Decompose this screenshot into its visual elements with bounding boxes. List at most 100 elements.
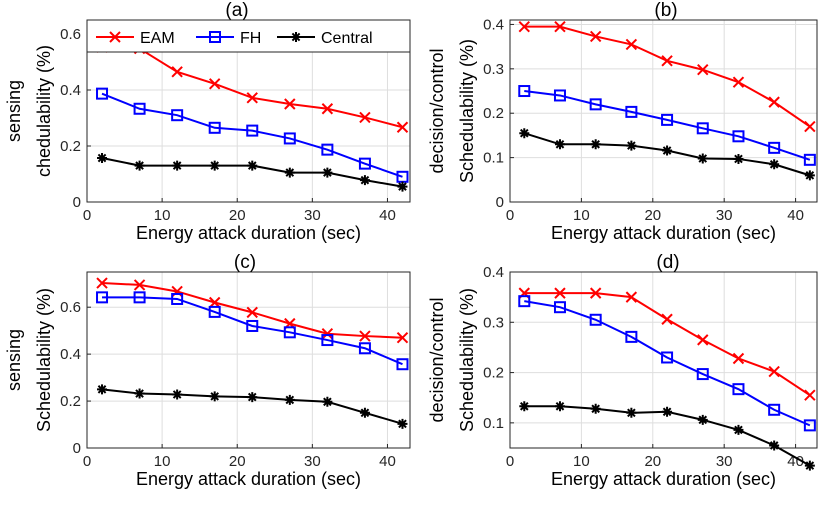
series-line-eam — [101, 282, 403, 339]
data-point-central — [804, 460, 815, 471]
data-point-eam — [359, 330, 371, 342]
series-line-eam — [524, 25, 811, 128]
subplot-title: (c) — [234, 252, 256, 273]
x-tick-label: 40 — [787, 453, 804, 470]
series-line-fh — [102, 296, 403, 366]
x-axis-label: Energy attack duration (sec) — [136, 469, 361, 489]
data-point-central — [209, 391, 220, 402]
x-tick-label: 10 — [573, 453, 590, 470]
series-line-eam — [101, 46, 403, 129]
data-point-eam — [661, 55, 673, 67]
y-tick-label: 0 — [73, 440, 81, 457]
subplot-title: (a) — [225, 0, 248, 21]
x-axis-label: Energy attack duration (sec) — [551, 223, 776, 243]
data-point-central — [697, 153, 708, 164]
data-point-fh — [396, 358, 409, 371]
y-axis-label: chedulability (%) — [34, 45, 54, 177]
y-axis-label: Schedulability (%) — [34, 288, 54, 432]
x-tick-label: 20 — [644, 453, 661, 470]
data-point-central — [134, 160, 145, 171]
subplot-title: (b) — [654, 0, 677, 21]
data-point-eam — [768, 365, 780, 378]
series-line-fh — [101, 92, 403, 178]
x-tick-label: 20 — [644, 207, 661, 224]
y-axis-label: sensing — [4, 80, 24, 142]
subplot-title: (d) — [656, 252, 679, 273]
data-point-eam — [768, 96, 780, 108]
x-tick-label: 10 — [154, 453, 171, 470]
x-tick-label: 0 — [506, 453, 514, 470]
data-point-eam — [732, 76, 745, 88]
data-point-fh — [553, 301, 566, 314]
data-point-fh — [133, 102, 146, 115]
y-tick-label: 0.3 — [483, 61, 504, 78]
data-point-fh — [803, 419, 816, 432]
legend-marker-central — [291, 32, 301, 42]
data-point-fh — [358, 342, 371, 355]
data-point-eam — [396, 331, 409, 344]
legend-box — [86, 19, 411, 53]
data-point-eam — [133, 279, 146, 291]
data-point-eam — [518, 20, 530, 33]
y-tick-label: 0 — [73, 194, 81, 211]
x-tick-label: 30 — [716, 207, 733, 224]
data-point-central — [247, 160, 258, 171]
data-point-fh — [96, 291, 109, 304]
y-tick-label: 0.2 — [60, 138, 81, 155]
data-point-fh — [283, 326, 296, 339]
data-point-central — [804, 170, 815, 181]
data-point-central — [590, 139, 601, 150]
y-tick-label: 0.6 — [60, 299, 81, 316]
data-point-eam — [697, 64, 709, 76]
x-axis-label: Energy attack duration (sec) — [136, 223, 361, 243]
data-point-central — [172, 389, 183, 400]
data-point-eam — [208, 78, 221, 90]
subplot-b: 0 10 20 30 40 0 0.1 0.2 0.3 0.4 (b) Energy attack d… — [427, 0, 818, 243]
x-tick-label: 40 — [787, 207, 804, 224]
data-point-central — [733, 153, 744, 164]
data-point-fh — [696, 122, 709, 135]
data-point-central — [172, 160, 183, 171]
x-tick-label: 10 — [573, 207, 590, 224]
data-point-eam — [589, 30, 602, 43]
data-point-central — [322, 396, 333, 407]
data-point-fh — [171, 292, 184, 305]
y-tick-label: 0.3 — [483, 314, 504, 331]
x-tick-label: 0 — [506, 207, 514, 224]
legend-marker-fh — [209, 31, 221, 43]
legend-marker-eam — [109, 31, 121, 43]
y-tick-label: 0.1 — [483, 415, 504, 432]
data-point-eam — [554, 287, 566, 299]
data-point-eam — [804, 389, 816, 401]
data-point-eam — [321, 328, 334, 340]
y-tick-label: 0.2 — [483, 365, 504, 382]
data-point-central — [359, 407, 370, 418]
x-tick-label: 40 — [379, 207, 396, 224]
data-point-central — [284, 167, 295, 178]
axes-box — [509, 271, 818, 449]
data-point-fh — [518, 295, 531, 308]
x-tick-label: 0 — [83, 207, 91, 224]
x-tick-label: 40 — [379, 453, 396, 470]
data-point-fh — [171, 109, 184, 122]
data-point-central — [519, 401, 530, 412]
data-point-fh — [732, 383, 745, 396]
data-point-fh — [246, 124, 259, 137]
y-tick-label: 0.2 — [483, 105, 504, 122]
data-point-fh — [768, 403, 781, 416]
data-point-central — [626, 140, 637, 151]
subplot-d: 0 10 20 30 40 0.1 0.2 0.3 0.4 (d) Energy attack du… — [427, 252, 818, 489]
data-point-eam — [246, 306, 258, 319]
data-point-eam — [697, 334, 709, 346]
data-point-central — [209, 160, 220, 171]
legend: EAM FH Central — [86, 19, 411, 53]
data-point-central — [662, 145, 673, 156]
x-tick-label: 30 — [304, 453, 321, 470]
legend-label-fh: FH — [240, 30, 261, 47]
y-axis-label: decision/control — [427, 297, 447, 422]
subplot-c: 0 10 20 30 40 0 0.2 0.4 0.6 (c) Energy attack dura… — [4, 252, 411, 489]
data-point-central — [733, 424, 744, 435]
data-point-fh — [133, 291, 146, 304]
data-point-central — [662, 406, 673, 417]
